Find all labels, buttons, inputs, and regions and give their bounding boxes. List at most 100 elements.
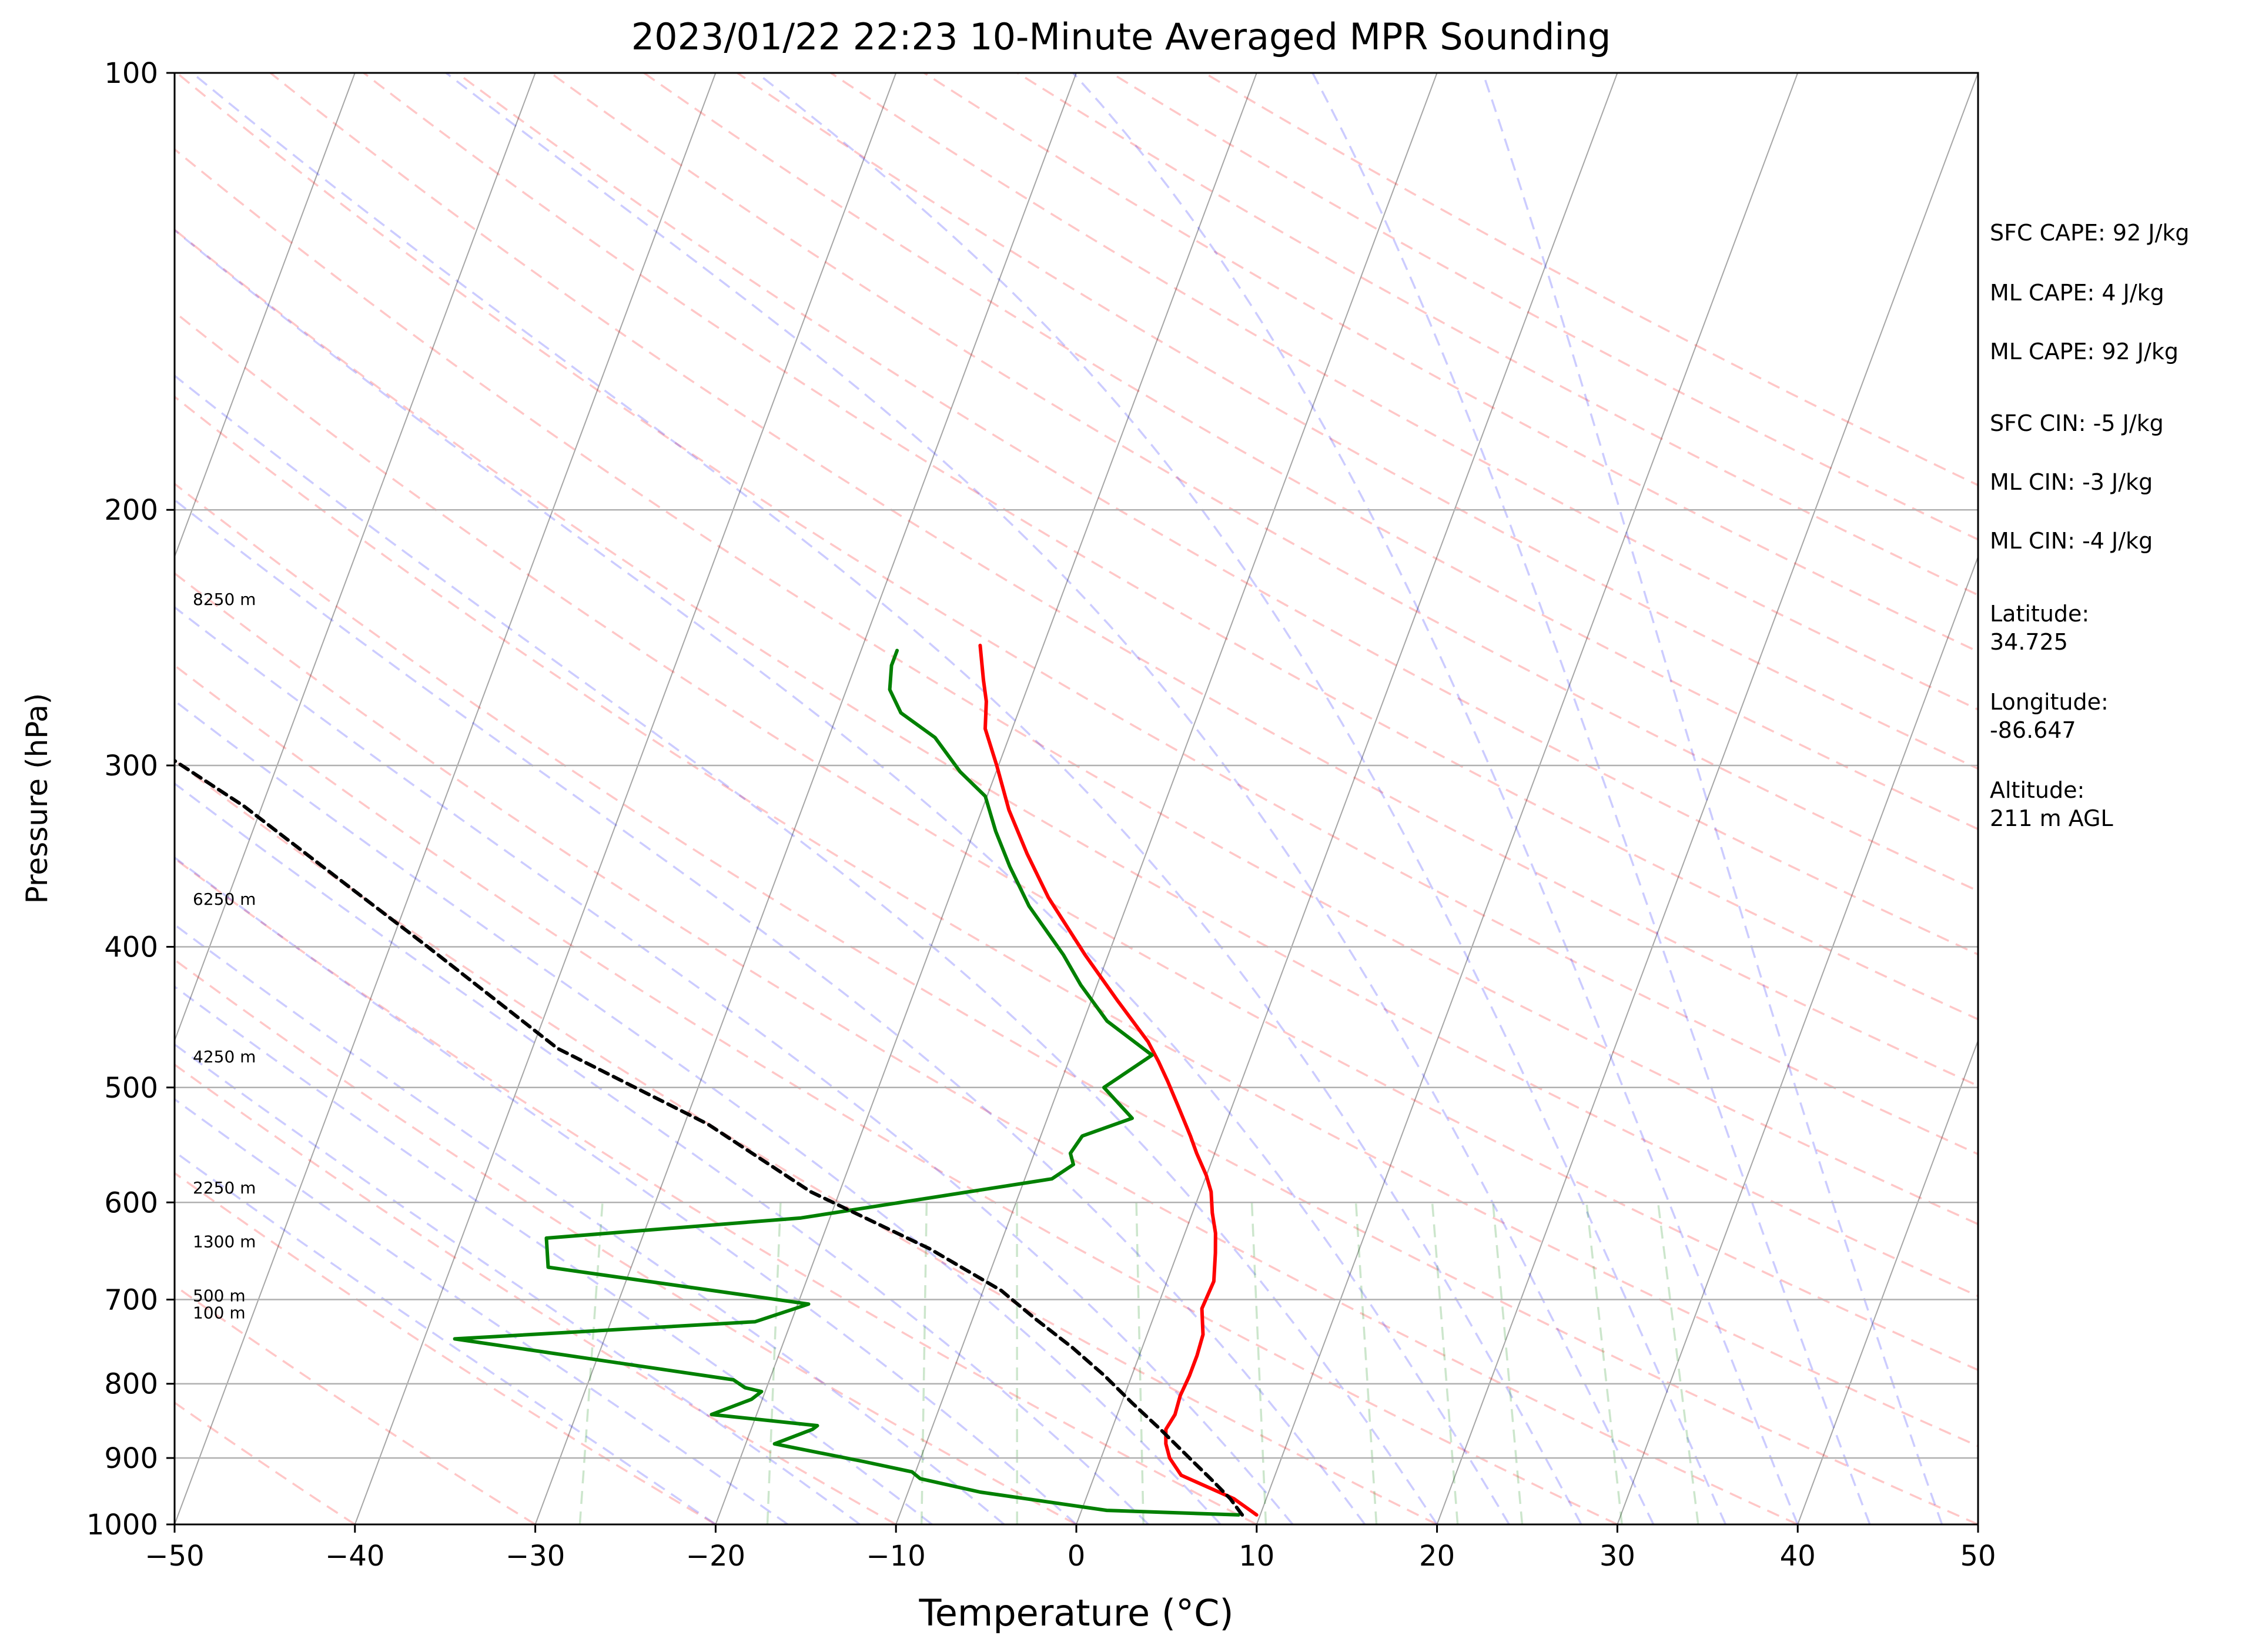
x-tick-label: −50	[145, 1540, 204, 1573]
parcel-trace	[175, 758, 1244, 1517]
x-tick-label: −30	[506, 1540, 565, 1573]
y-tick-label: 800	[104, 1368, 158, 1401]
sfc-cin-text: SFC CIN: -5 J/kg	[1990, 410, 2164, 436]
dry-adiabat-line	[175, 958, 1077, 1524]
y-tick-label: 500	[104, 1072, 158, 1105]
x-axis-label: Temperature (°C)	[918, 1591, 1233, 1634]
longitude-label: Longitude:	[1990, 689, 2109, 715]
dewpoint-trace	[453, 648, 1240, 1517]
moist-adiabat-line	[175, 782, 1149, 1524]
moist-adiabat-line	[1311, 73, 1871, 1524]
mixing-ratio-line	[1135, 1202, 1145, 1524]
isotherm-line	[1256, 73, 1799, 1524]
isotherm-line	[1617, 555, 1978, 1524]
y-tick-label: 300	[104, 750, 158, 782]
dry-adiabat-line	[176, 73, 1978, 1156]
moist-adiabat-line	[756, 73, 1727, 1524]
dry-adiabat-line	[830, 73, 1978, 711]
isotherm-line	[1076, 73, 1618, 1524]
moist-adiabat-line	[175, 499, 1366, 1524]
dry-adiabat-line	[175, 857, 1257, 1524]
height-label: 500 m	[193, 1286, 246, 1305]
x-tick-label: −20	[686, 1540, 745, 1573]
dry-adiabat-line	[550, 73, 1978, 892]
x-tick-label: −10	[866, 1540, 926, 1573]
latitude-value: 34.725	[1990, 629, 2068, 655]
x-tick-label: −40	[325, 1540, 384, 1573]
moist-adiabat-line	[445, 73, 1655, 1524]
moist-adiabat-line	[175, 374, 1438, 1524]
x-tick-label: 50	[1960, 1540, 1996, 1573]
y-tick-label: 400	[104, 931, 158, 964]
mixing-ratio-line	[1585, 1202, 1623, 1524]
mixing-ratio-line	[1657, 1202, 1699, 1524]
mixing-ratio-line	[1491, 1202, 1524, 1524]
dry-adiabat-line	[923, 73, 1978, 653]
moist-adiabat-line	[175, 699, 1222, 1524]
x-tick-label: 0	[1068, 1540, 1086, 1573]
y-tick-label: 600	[104, 1186, 158, 1219]
moist-adiabat-line	[191, 73, 1582, 1524]
dry-adiabat-line	[175, 1284, 536, 1524]
mixing-ratio-line	[578, 1202, 604, 1524]
isotherm-line	[175, 73, 536, 1042]
x-tick-label: 30	[1599, 1540, 1635, 1573]
ml-cape-text-1: ML CAPE: 4 J/kg	[1990, 280, 2164, 306]
background-lines	[175, 73, 2242, 1524]
height-label: 100 m	[193, 1303, 246, 1322]
x-tick-label: 20	[1419, 1540, 1455, 1573]
ml-cin-text-2: ML CIN: -4 J/kg	[1990, 528, 2153, 554]
dry-adiabat-line	[1110, 73, 1978, 541]
isotherm-line	[2159, 73, 2242, 1524]
isotherm-line	[534, 73, 1077, 1524]
dry-adiabat-line	[737, 73, 1978, 770]
dry-adiabat-line	[175, 1172, 717, 1524]
mixing-ratio-line	[766, 1202, 782, 1524]
moist-adiabat-line	[175, 856, 1078, 1524]
y-tick-label: 700	[104, 1284, 158, 1317]
isotherm-line	[1436, 73, 1978, 1524]
y-axis-label: Pressure (hPa)	[20, 693, 54, 904]
ml-cin-text-1: ML CIN: -3 J/kg	[1990, 469, 2153, 495]
x-axis-ticks: −50 −40 −30 −20 −10 0 10 20 30 40 50	[145, 1524, 1996, 1573]
dry-adiabat-line	[175, 482, 1978, 1524]
isotherm-line	[175, 73, 717, 1524]
height-label: 1300 m	[193, 1232, 256, 1251]
moist-adiabat-line	[1481, 73, 1943, 1524]
ml-cape-text-2: ML CAPE: 92 J/kg	[1990, 339, 2179, 364]
moist-adiabat-line	[175, 229, 1510, 1524]
y-tick-label: 1000	[86, 1509, 158, 1541]
y-tick-label: 900	[104, 1442, 158, 1475]
y-tick-label: 200	[104, 494, 158, 527]
x-tick-label: 10	[1239, 1540, 1274, 1573]
height-label: 4250 m	[193, 1047, 256, 1066]
dry-adiabat-line	[456, 73, 1978, 956]
sounding-traces	[175, 643, 1259, 1517]
moist-adiabat-line	[1072, 73, 1799, 1524]
dry-adiabat-line	[175, 664, 1618, 1524]
moist-adiabat-line	[175, 606, 1294, 1524]
temperature-trace	[978, 643, 1259, 1517]
dry-adiabat-line	[643, 73, 1978, 831]
altitude-value: 211 m AGL	[1990, 805, 2113, 831]
mixing-ratio-line	[1354, 1202, 1378, 1524]
isotherm-line	[895, 73, 1438, 1524]
y-axis-ticks: 1000 900 800 700 600 500 400 300 200 100	[86, 57, 175, 1541]
horizontal-grid	[175, 73, 1978, 1524]
height-label: 6250 m	[193, 889, 256, 909]
longitude-value: -86.647	[1990, 717, 2076, 743]
dry-adiabat-line	[269, 73, 1978, 1087]
height-label: 8250 m	[193, 590, 256, 609]
mixing-ratio-line	[920, 1202, 928, 1524]
isotherm-line	[1797, 1039, 1978, 1524]
altitude-label: Altitude:	[1990, 777, 2085, 803]
mixing-ratio-line	[1431, 1202, 1459, 1524]
isotherm-line	[175, 73, 356, 559]
mixing-ratio-line	[1250, 1202, 1267, 1524]
height-label: 2250 m	[193, 1178, 256, 1198]
chart-title: 2023/01/22 22:23 10-Minute Averaged MPR …	[631, 15, 1611, 58]
moist-adiabat-line	[175, 923, 1005, 1524]
x-tick-label: 40	[1780, 1540, 1816, 1573]
